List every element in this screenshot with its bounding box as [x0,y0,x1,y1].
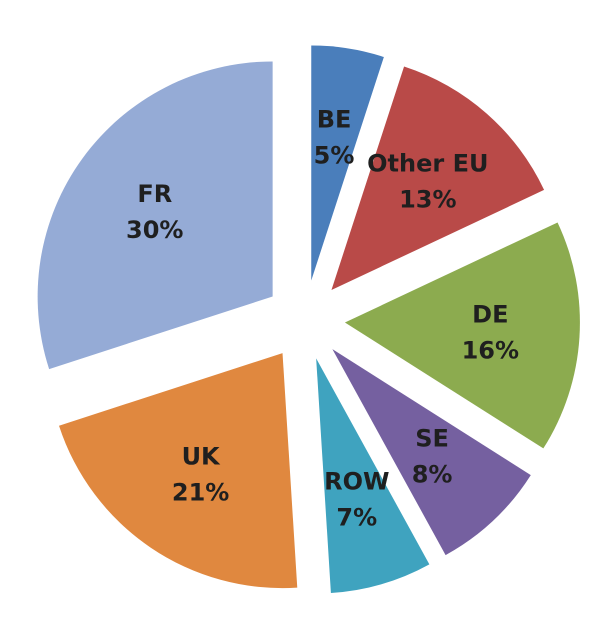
slice-value-label: 5% [314,142,355,170]
slice-label: Other EU [367,150,488,178]
pie-slice [316,358,430,593]
slice-value-label: 21% [172,479,229,507]
slice-label: BE [317,106,352,134]
slice-label: UK [182,443,221,471]
pie-slice [37,61,273,370]
slice-value-label: 30% [126,216,183,244]
pie-slice [344,222,580,449]
slice-label: DE [472,301,508,329]
slice-value-label: 16% [462,337,519,365]
pie-slice [311,45,384,281]
slice-value-label: 13% [399,186,456,214]
slice-label: ROW [324,467,389,495]
slice-label: SE [415,424,449,452]
slice-value-label: 8% [412,460,453,488]
pie-slice [331,66,545,290]
slice-label: FR [137,180,172,208]
pie-slice [332,349,531,556]
pie-slice [59,353,298,589]
slice-value-label: 7% [336,503,377,531]
